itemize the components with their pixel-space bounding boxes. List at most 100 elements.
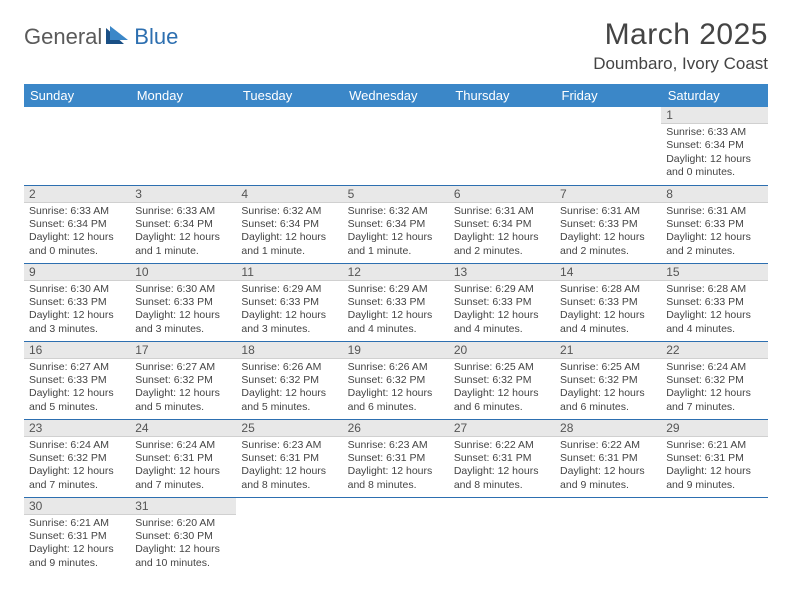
calendar-day: 31Sunrise: 6:20 AMSunset: 6:30 PMDayligh… [130,497,236,575]
day-details: Sunrise: 6:25 AMSunset: 6:32 PMDaylight:… [449,359,555,419]
sunrise-text: Sunrise: 6:23 AM [241,439,337,452]
day-number: 27 [449,420,555,437]
calendar-day-empty [555,107,661,185]
calendar-day-empty [24,107,130,185]
sunset-text: Sunset: 6:34 PM [454,218,550,231]
day-details: Sunrise: 6:22 AMSunset: 6:31 PMDaylight:… [449,437,555,497]
sunset-text: Sunset: 6:32 PM [560,374,656,387]
day-number: 11 [236,264,342,281]
sunset-text: Sunset: 6:32 PM [135,374,231,387]
sunrise-text: Sunrise: 6:31 AM [560,205,656,218]
day-number: 29 [661,420,767,437]
sunset-text: Sunset: 6:31 PM [241,452,337,465]
day-number: 30 [24,498,130,515]
day-number: 15 [661,264,767,281]
sunset-text: Sunset: 6:31 PM [348,452,444,465]
day-details: Sunrise: 6:29 AMSunset: 6:33 PMDaylight:… [236,281,342,341]
day-details: Sunrise: 6:31 AMSunset: 6:34 PMDaylight:… [449,203,555,263]
day-details: Sunrise: 6:22 AMSunset: 6:31 PMDaylight:… [555,437,661,497]
day-number: 6 [449,186,555,203]
calendar-day: 10Sunrise: 6:30 AMSunset: 6:33 PMDayligh… [130,263,236,341]
day-number: 20 [449,342,555,359]
day-header-row: SundayMondayTuesdayWednesdayThursdayFrid… [24,84,768,107]
calendar-week: 16Sunrise: 6:27 AMSunset: 6:33 PMDayligh… [24,341,768,419]
sunset-text: Sunset: 6:34 PM [29,218,125,231]
calendar-day-empty [449,107,555,185]
sunset-text: Sunset: 6:33 PM [135,296,231,309]
calendar-day: 28Sunrise: 6:22 AMSunset: 6:31 PMDayligh… [555,419,661,497]
calendar-day: 25Sunrise: 6:23 AMSunset: 6:31 PMDayligh… [236,419,342,497]
sunrise-text: Sunrise: 6:31 AM [454,205,550,218]
daylight-text: Daylight: 12 hours and 9 minutes. [666,465,762,492]
calendar-day-empty [236,107,342,185]
sunrise-text: Sunrise: 6:24 AM [666,361,762,374]
calendar-day-empty [343,107,449,185]
daylight-text: Daylight: 12 hours and 4 minutes. [454,309,550,336]
calendar-day: 23Sunrise: 6:24 AMSunset: 6:32 PMDayligh… [24,419,130,497]
daylight-text: Daylight: 12 hours and 2 minutes. [560,231,656,258]
day-number: 17 [130,342,236,359]
calendar-day: 5Sunrise: 6:32 AMSunset: 6:34 PMDaylight… [343,185,449,263]
calendar-day: 16Sunrise: 6:27 AMSunset: 6:33 PMDayligh… [24,341,130,419]
sunset-text: Sunset: 6:33 PM [348,296,444,309]
daylight-text: Daylight: 12 hours and 1 minute. [348,231,444,258]
day-number: 21 [555,342,661,359]
daylight-text: Daylight: 12 hours and 2 minutes. [666,231,762,258]
day-header: Sunday [24,84,130,107]
daylight-text: Daylight: 12 hours and 1 minute. [241,231,337,258]
sunset-text: Sunset: 6:33 PM [29,296,125,309]
daylight-text: Daylight: 12 hours and 4 minutes. [560,309,656,336]
calendar-day: 27Sunrise: 6:22 AMSunset: 6:31 PMDayligh… [449,419,555,497]
sunset-text: Sunset: 6:33 PM [666,218,762,231]
sunset-text: Sunset: 6:34 PM [666,139,762,152]
daylight-text: Daylight: 12 hours and 5 minutes. [29,387,125,414]
sunset-text: Sunset: 6:33 PM [560,296,656,309]
calendar-day-empty [130,107,236,185]
sunrise-text: Sunrise: 6:30 AM [29,283,125,296]
daylight-text: Daylight: 12 hours and 8 minutes. [454,465,550,492]
sunrise-text: Sunrise: 6:33 AM [135,205,231,218]
day-details: Sunrise: 6:33 AMSunset: 6:34 PMDaylight:… [24,203,130,263]
daylight-text: Daylight: 12 hours and 9 minutes. [560,465,656,492]
calendar-day: 26Sunrise: 6:23 AMSunset: 6:31 PMDayligh… [343,419,449,497]
daylight-text: Daylight: 12 hours and 7 minutes. [29,465,125,492]
day-number: 5 [343,186,449,203]
calendar-day: 18Sunrise: 6:26 AMSunset: 6:32 PMDayligh… [236,341,342,419]
day-number: 8 [661,186,767,203]
daylight-text: Daylight: 12 hours and 4 minutes. [348,309,444,336]
sunset-text: Sunset: 6:31 PM [454,452,550,465]
day-details: Sunrise: 6:31 AMSunset: 6:33 PMDaylight:… [661,203,767,263]
sunset-text: Sunset: 6:33 PM [29,374,125,387]
day-number: 25 [236,420,342,437]
daylight-text: Daylight: 12 hours and 3 minutes. [135,309,231,336]
day-details: Sunrise: 6:21 AMSunset: 6:31 PMDaylight:… [24,515,130,575]
calendar-day: 20Sunrise: 6:25 AMSunset: 6:32 PMDayligh… [449,341,555,419]
page-header: General Blue March 2025 Doumbaro, Ivory … [24,18,768,74]
day-number: 22 [661,342,767,359]
sunrise-text: Sunrise: 6:24 AM [135,439,231,452]
calendar-day: 29Sunrise: 6:21 AMSunset: 6:31 PMDayligh… [661,419,767,497]
sunrise-text: Sunrise: 6:27 AM [135,361,231,374]
calendar-day-empty [236,497,342,575]
day-number: 12 [343,264,449,281]
day-header: Friday [555,84,661,107]
day-details: Sunrise: 6:26 AMSunset: 6:32 PMDaylight:… [236,359,342,419]
day-details: Sunrise: 6:21 AMSunset: 6:31 PMDaylight:… [661,437,767,497]
calendar-day: 21Sunrise: 6:25 AMSunset: 6:32 PMDayligh… [555,341,661,419]
sunset-text: Sunset: 6:32 PM [241,374,337,387]
calendar-week: 1Sunrise: 6:33 AMSunset: 6:34 PMDaylight… [24,107,768,185]
logo-flag-icon [106,26,132,49]
day-details: Sunrise: 6:27 AMSunset: 6:32 PMDaylight:… [130,359,236,419]
daylight-text: Daylight: 12 hours and 9 minutes. [29,543,125,570]
day-header: Wednesday [343,84,449,107]
daylight-text: Daylight: 12 hours and 7 minutes. [135,465,231,492]
sunrise-text: Sunrise: 6:29 AM [241,283,337,296]
day-header: Tuesday [236,84,342,107]
day-details: Sunrise: 6:30 AMSunset: 6:33 PMDaylight:… [24,281,130,341]
day-number: 9 [24,264,130,281]
day-number: 28 [555,420,661,437]
day-details: Sunrise: 6:33 AMSunset: 6:34 PMDaylight:… [130,203,236,263]
sunrise-text: Sunrise: 6:25 AM [454,361,550,374]
calendar-day-empty [661,497,767,575]
calendar-day: 3Sunrise: 6:33 AMSunset: 6:34 PMDaylight… [130,185,236,263]
